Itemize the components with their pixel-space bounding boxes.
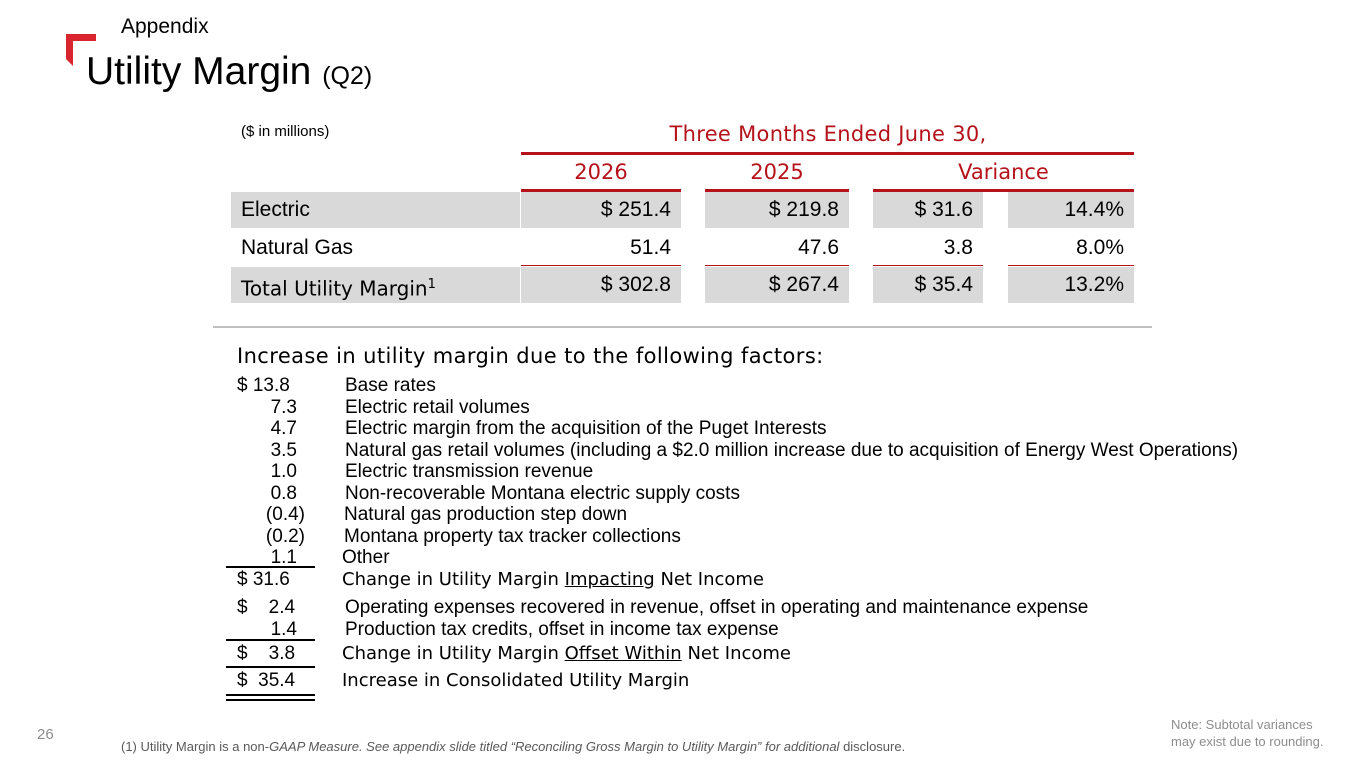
cell-2025: 47.6 bbox=[798, 236, 839, 259]
col-underline-2026 bbox=[521, 189, 681, 192]
subtotal-rule bbox=[226, 566, 315, 568]
row-label: Electric bbox=[231, 192, 520, 228]
factor-amount: 1.1 bbox=[270, 547, 297, 568]
double-rule-bottom bbox=[226, 699, 315, 701]
factor-description: Montana property tax tracker collections bbox=[344, 526, 681, 547]
footnote-text: (1) Utility Margin is a non- bbox=[121, 739, 270, 754]
row-label: Natural Gas bbox=[241, 236, 354, 259]
col-header-variance: Variance bbox=[958, 160, 1049, 184]
page-number: 26 bbox=[37, 726, 54, 743]
factor-amount: 7.3 bbox=[270, 397, 297, 418]
col-underline-2025 bbox=[705, 189, 849, 192]
footnote-marker: 1 bbox=[427, 277, 436, 292]
footnote-italic: GAAP Measure. See appendix slide titled … bbox=[269, 739, 840, 754]
section-label: Appendix bbox=[121, 15, 209, 38]
factor-description: Other bbox=[342, 547, 390, 568]
table-row-electric: Electric $ 251.4 $ 219.8 $ 31.6 14.4% bbox=[231, 192, 1134, 228]
col-header-2025: 2025 bbox=[750, 160, 804, 184]
offset-amount: 1.4 bbox=[270, 619, 297, 640]
title-suffix: (Q2) bbox=[322, 62, 373, 90]
total-rule-2026 bbox=[521, 265, 681, 266]
subtotal-label-emphasis: Offset Within bbox=[564, 643, 682, 664]
total-rule-percent bbox=[1008, 265, 1134, 266]
page-title: Utility Margin (Q2) bbox=[86, 50, 372, 94]
cell-variance-percent: 8.0% bbox=[1076, 236, 1124, 259]
row-label-text: Total Utility Margin bbox=[241, 276, 428, 301]
cell-variance-percent: 13.2% bbox=[1008, 267, 1134, 303]
note-line: may exist due to rounding. bbox=[1171, 734, 1324, 749]
cell-2026: 51.4 bbox=[630, 236, 671, 259]
factor-amount: 0.8 bbox=[270, 483, 297, 504]
cell-2026: $ 302.8 bbox=[521, 267, 681, 303]
subtotal-impacting-label: Change in Utility Margin Impacting Net I… bbox=[342, 569, 764, 590]
factor-amount: 4.7 bbox=[270, 418, 297, 439]
factor-description: Electric margin from the acquisition of … bbox=[345, 418, 827, 439]
factor-description: Natural gas retail volumes (including a … bbox=[345, 440, 1239, 461]
cell-2025: $ 219.8 bbox=[705, 192, 849, 228]
factor-amount: $ 13.8 bbox=[237, 375, 290, 396]
factor-amount: 3.5 bbox=[270, 440, 297, 461]
subtotal-rule bbox=[226, 639, 315, 641]
table-row-natural-gas: Natural Gas 51.4 47.6 3.8 8.0% bbox=[231, 230, 1134, 266]
double-rule-top bbox=[226, 694, 315, 696]
offset-description: Production tax credits, offset in income… bbox=[345, 619, 779, 640]
subtotal-label-text: Change in Utility Margin bbox=[342, 643, 565, 664]
col-underline-variance bbox=[873, 189, 1134, 192]
note-line: Note: Subtotal variances bbox=[1171, 717, 1313, 732]
units-label: ($ in millions) bbox=[241, 123, 330, 140]
factors-title: Increase in utility margin due to the fo… bbox=[237, 344, 824, 368]
total-rule bbox=[226, 666, 315, 668]
factor-amount: (0.4) bbox=[265, 504, 305, 525]
table-row-total: Total Utility Margin1 $ 302.8 $ 267.4 $ … bbox=[231, 267, 1134, 303]
section-divider bbox=[213, 326, 1152, 328]
subtotal-label-emphasis: Impacting bbox=[564, 569, 655, 590]
subtotal-label-tail: Net Income bbox=[681, 643, 792, 664]
total-rule-variance bbox=[873, 265, 983, 266]
total-amount: $ 35.4 bbox=[237, 670, 296, 691]
rounding-note: Note: Subtotal variances may exist due to… bbox=[1171, 716, 1361, 750]
cell-variance-amount: $ 31.6 bbox=[873, 192, 983, 228]
factor-description: Non-recoverable Montana electric supply … bbox=[345, 483, 740, 504]
period-underline bbox=[521, 152, 1134, 155]
row-label: Total Utility Margin1 bbox=[231, 267, 520, 303]
factor-description: Electric transmission revenue bbox=[345, 461, 594, 482]
offset-description: Operating expenses recovered in revenue,… bbox=[345, 597, 1089, 618]
subtotal-label-tail: Net Income bbox=[654, 569, 765, 590]
offset-amount: $ 2.4 bbox=[237, 597, 296, 618]
factor-description: Base rates bbox=[345, 375, 436, 396]
subtotal-offset-amount: $ 3.8 bbox=[237, 643, 296, 664]
cell-2026: $ 251.4 bbox=[521, 192, 681, 228]
period-header: Three Months Ended June 30, bbox=[669, 122, 987, 146]
col-header-2026: 2026 bbox=[574, 160, 628, 184]
subtotal-label-text: Change in Utility Margin bbox=[342, 569, 565, 590]
footnote: (1) Utility Margin is a non-GAAP Measure… bbox=[121, 739, 905, 754]
subtotal-offset-label: Change in Utility Margin Offset Within N… bbox=[342, 643, 791, 664]
subtotal-impacting-amount: $ 31.6 bbox=[237, 569, 290, 590]
cell-2025: $ 267.4 bbox=[705, 267, 849, 303]
factor-amount: (0.2) bbox=[265, 526, 305, 547]
total-label: Increase in Consolidated Utility Margin bbox=[342, 670, 690, 691]
company-logo-icon bbox=[66, 34, 96, 66]
factor-description: Electric retail volumes bbox=[345, 397, 530, 418]
cell-variance-percent: 14.4% bbox=[1008, 192, 1134, 228]
factor-description: Natural gas production step down bbox=[344, 504, 628, 525]
footnote-tail: disclosure. bbox=[839, 739, 906, 754]
title-text: Utility Margin bbox=[86, 50, 312, 93]
cell-variance-amount: 3.8 bbox=[943, 236, 973, 259]
total-rule-2025 bbox=[705, 265, 849, 266]
factor-amount: 1.0 bbox=[270, 461, 297, 482]
cell-variance-amount: $ 35.4 bbox=[873, 267, 983, 303]
